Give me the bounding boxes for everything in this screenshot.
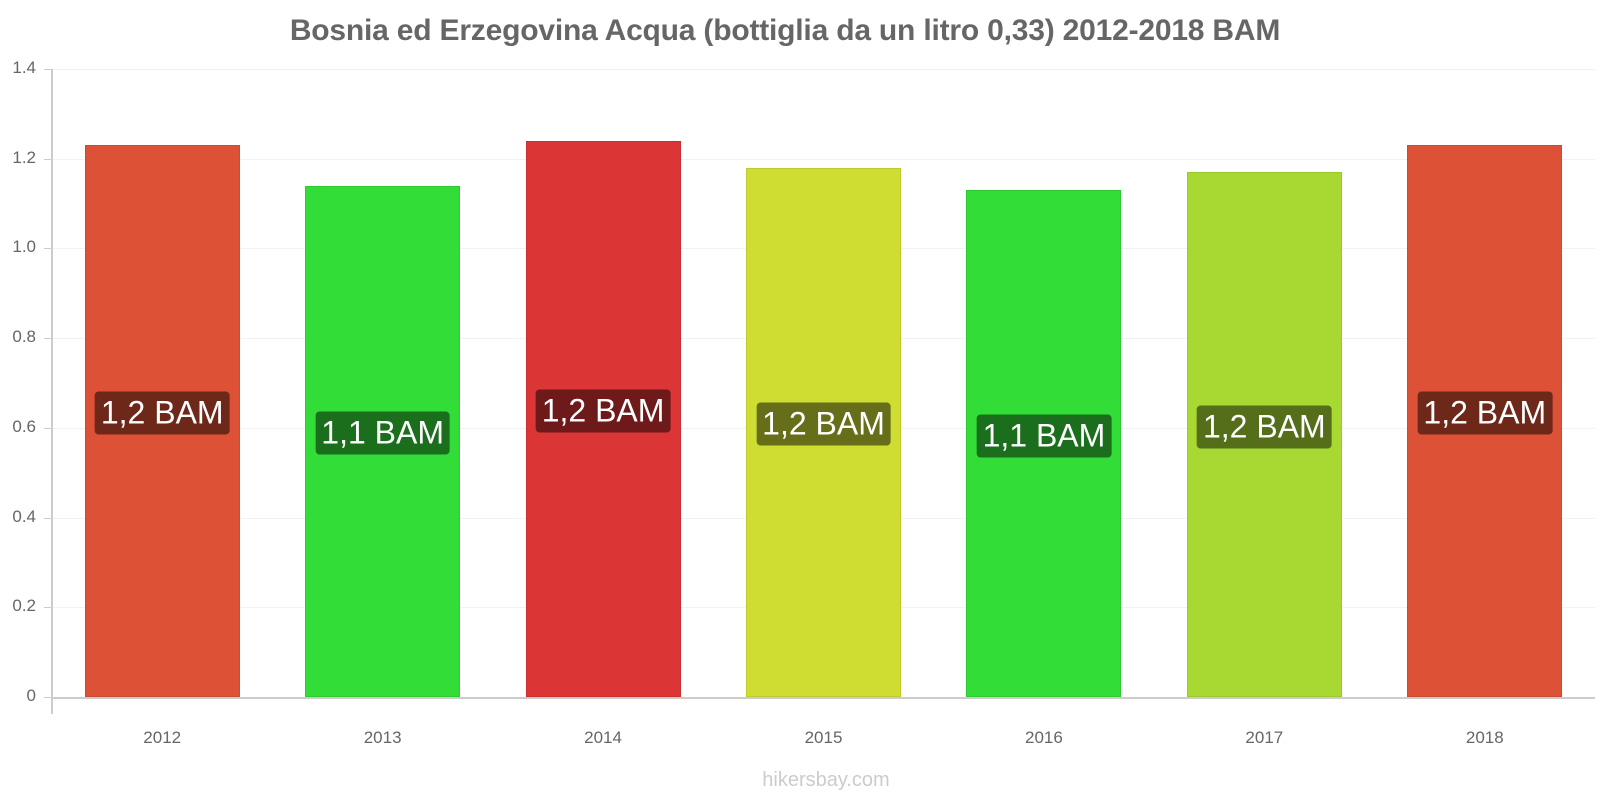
bar-value-label: 1,2 BAM — [94, 391, 230, 435]
gridline — [52, 69, 1595, 70]
y-tick-label: 0.8 — [12, 327, 36, 347]
y-tick-mark — [44, 697, 51, 698]
y-tick-mark — [44, 517, 51, 519]
bar-value-label: 1,2 BAM — [756, 402, 891, 446]
y-axis-line — [51, 69, 53, 714]
x-tick-label: 2013 — [363, 728, 402, 747]
y-tick-mark — [44, 427, 51, 429]
bar-value-label: 1,2 BAM — [1196, 405, 1332, 449]
x-axis-line — [52, 697, 1595, 699]
y-tick-label: 0.6 — [12, 416, 36, 436]
x-tick-label: 2018 — [1465, 728, 1504, 747]
y-tick-label: 0.2 — [12, 596, 36, 616]
gridline — [52, 158, 1595, 160]
chart-title: Bosnia ed Erzegovina Acqua (bottiglia da… — [289, 14, 1281, 47]
x-tick-label: 2017 — [1245, 728, 1284, 747]
y-tick-label: 1.0 — [12, 237, 36, 257]
y-tick-label: 1.4 — [12, 58, 36, 77]
bar-value-label: 1,2 BAM — [535, 389, 671, 433]
x-tick-label: 2014 — [584, 728, 622, 747]
y-tick-label: 0 — [26, 686, 36, 705]
x-tick-label: 2012 — [143, 728, 182, 747]
y-tick-label: 0.4 — [12, 506, 36, 526]
y-tick-mark — [44, 248, 51, 250]
watermark: hikersbay.com — [762, 769, 890, 791]
bar-value-label: 1,2 BAM — [1417, 391, 1553, 435]
y-tick-mark — [44, 338, 51, 340]
y-tick-mark — [44, 69, 51, 70]
bar-value-label: 1,1 BAM — [315, 411, 450, 455]
x-tick-label: 2016 — [1025, 728, 1063, 747]
y-tick-mark — [44, 607, 51, 609]
y-tick-mark — [44, 158, 51, 160]
bar-value-label: 1,1 BAM — [976, 414, 1112, 458]
x-tick-label: 2015 — [804, 728, 843, 747]
y-tick-label: 1.2 — [12, 147, 36, 167]
